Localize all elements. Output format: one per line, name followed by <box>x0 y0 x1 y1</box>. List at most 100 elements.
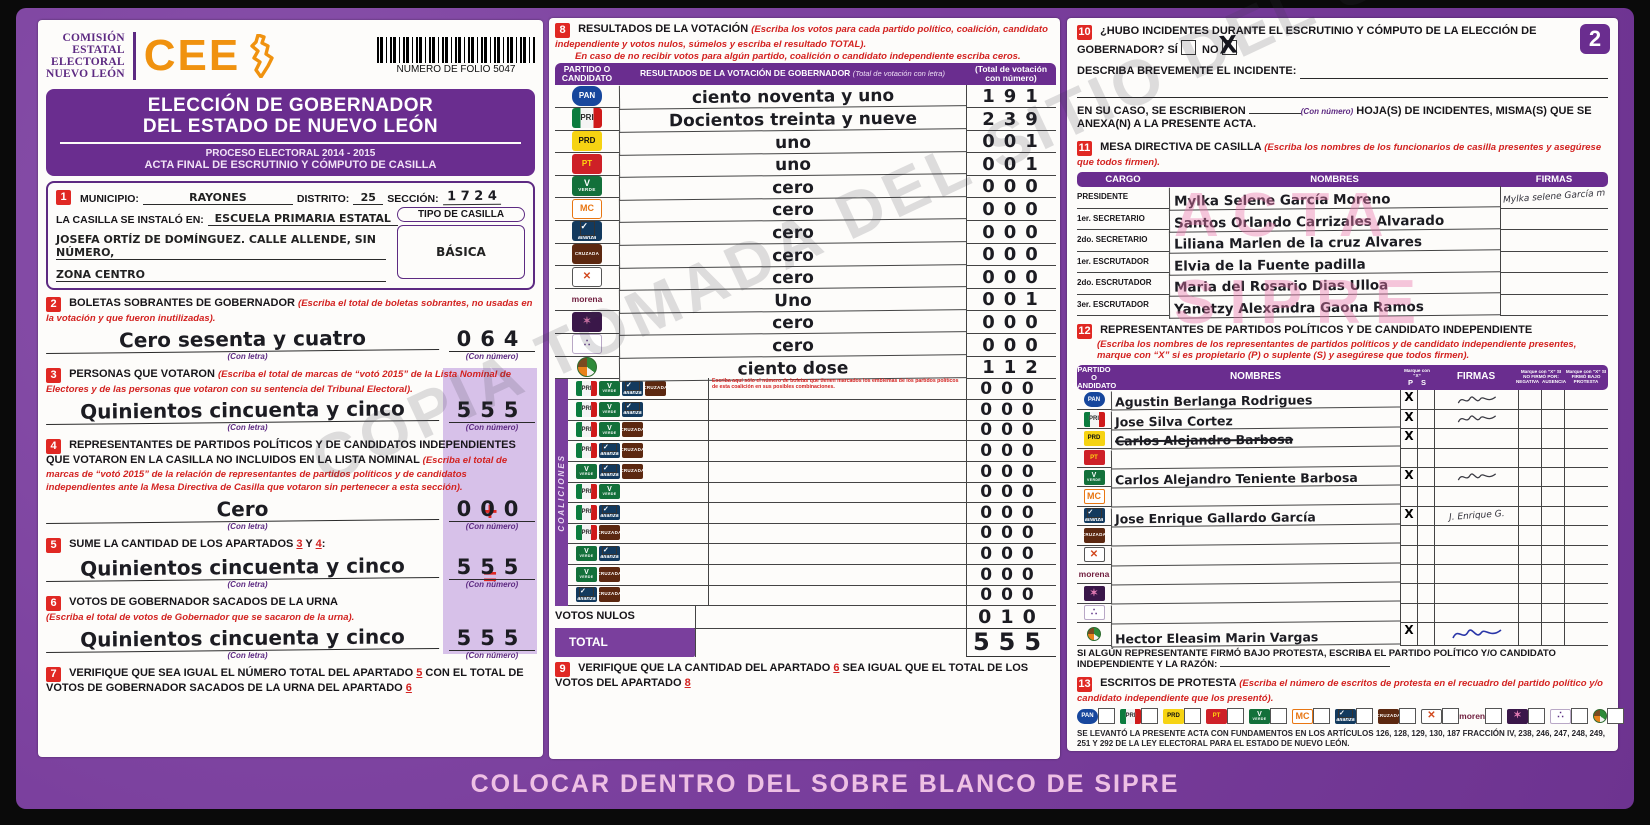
rep-ausencia-cell[interactable] <box>1541 603 1564 624</box>
rep-propietario-checkbox[interactable]: X <box>1400 623 1417 647</box>
rep-protesta-cell[interactable] <box>1564 603 1608 624</box>
protesta-count-box[interactable] <box>1270 708 1287 725</box>
rep-ausencia-cell[interactable] <box>1541 448 1564 468</box>
protesta-count-box[interactable] <box>1442 708 1459 725</box>
coalicion-letra-field[interactable] <box>708 439 966 462</box>
rep-suplente-checkbox[interactable] <box>1417 623 1434 647</box>
rep-negativa-cell[interactable] <box>1518 603 1541 624</box>
votes-numero-field[interactable]: 000 <box>966 266 1056 289</box>
rep-propietario-checkbox[interactable] <box>1400 545 1417 565</box>
rep-protesta-cell[interactable] <box>1564 545 1608 565</box>
rep-suplente-checkbox[interactable] <box>1417 409 1434 430</box>
rep-suplente-checkbox[interactable] <box>1417 468 1434 488</box>
section5-letra-field[interactable]: Quinientos cincuenta y cinco <box>45 552 440 582</box>
coalicion-numero-field[interactable]: 000 <box>966 481 1056 504</box>
rep-protesta-cell[interactable] <box>1564 623 1608 647</box>
protesta-count-box[interactable] <box>1098 708 1115 725</box>
rep-negativa-cell[interactable] <box>1518 526 1541 546</box>
votes-numero-field[interactable]: 000 <box>966 334 1056 357</box>
direccion-line3[interactable]: ZONA CENTRO <box>56 268 386 282</box>
funcionario-firma-field[interactable] <box>1500 250 1608 274</box>
rep-suplente-checkbox[interactable] <box>1417 487 1434 507</box>
municipio-field[interactable]: RAYONES <box>142 191 293 205</box>
votes-numero-field[interactable]: 000 <box>966 243 1056 267</box>
rep-propietario-checkbox[interactable]: X <box>1400 409 1417 430</box>
no-checkbox[interactable]: X <box>1218 30 1238 59</box>
distrito-field[interactable]: 25 <box>353 191 384 205</box>
protesta-count-box[interactable] <box>1141 708 1158 725</box>
coalicion-letra-field[interactable] <box>708 460 966 483</box>
rep-nombre-field[interactable] <box>1110 582 1401 606</box>
direccion-line2[interactable]: JOSEFA ORTÍZ DE DOMÍNGUEZ. CALLE ALLENDE… <box>56 233 386 260</box>
rep-nombre-field[interactable] <box>1110 485 1401 509</box>
section4-letra-field[interactable]: Cero <box>45 494 440 524</box>
coalicion-letra-field[interactable] <box>708 419 966 442</box>
rep-protesta-cell[interactable] <box>1564 584 1608 604</box>
protesta-count-box[interactable] <box>1356 708 1373 725</box>
rep-firma-field[interactable] <box>1434 603 1518 624</box>
section3-numero-field[interactable]: 555 <box>449 398 535 424</box>
votes-numero-field[interactable]: 000 <box>966 198 1056 222</box>
section4-numero-field[interactable]: 000 <box>449 497 535 522</box>
rep-protesta-cell[interactable] <box>1564 429 1608 449</box>
coalicion-letra-field[interactable] <box>708 481 966 504</box>
section6-numero-field[interactable]: 555 <box>449 626 535 651</box>
rep-ausencia-cell[interactable] <box>1541 545 1564 565</box>
rep-negativa-cell[interactable] <box>1518 390 1541 410</box>
rep-ausencia-cell[interactable] <box>1541 584 1564 604</box>
rep-suplente-checkbox[interactable] <box>1417 506 1434 527</box>
rep-ausencia-cell[interactable] <box>1541 623 1564 647</box>
rep-propietario-checkbox[interactable]: X <box>1400 429 1417 449</box>
coalicion-letra-field[interactable] <box>708 584 966 607</box>
rep-suplente-checkbox[interactable] <box>1417 545 1434 565</box>
coalicion-letra-field[interactable]: Escriba aquí sólo el número de boletas q… <box>708 378 966 401</box>
rep-propietario-checkbox[interactable] <box>1400 487 1417 507</box>
rep-propietario-checkbox[interactable] <box>1400 603 1417 624</box>
protesta-count-box[interactable] <box>1399 708 1416 725</box>
votes-numero-field[interactable]: 001 <box>966 153 1056 176</box>
rep-propietario-checkbox[interactable]: X <box>1400 390 1417 410</box>
rep-protesta-cell[interactable] <box>1564 526 1608 546</box>
rep-protesta-cell[interactable] <box>1564 409 1608 430</box>
rep-suplente-checkbox[interactable] <box>1417 603 1434 624</box>
protesta-count-box[interactable] <box>1485 708 1502 725</box>
funcionario-firma-field[interactable] <box>1500 229 1608 252</box>
rep-nombre-field[interactable] <box>1110 524 1401 548</box>
coalicion-letra-field[interactable] <box>708 398 966 421</box>
rep-firma-field[interactable] <box>1434 409 1518 430</box>
rep-firma-field[interactable] <box>1434 468 1518 488</box>
rep-ausencia-cell[interactable] <box>1541 564 1564 585</box>
funcionario-firma-field[interactable]: Mylka selene García m <box>1500 186 1608 209</box>
coalicion-numero-field[interactable]: 000 <box>966 439 1056 462</box>
rep-protesta-cell[interactable] <box>1564 487 1608 507</box>
coalicion-numero-field[interactable]: 000 <box>966 563 1056 586</box>
rep-ausencia-cell[interactable] <box>1541 409 1564 430</box>
rep-firma-field[interactable] <box>1434 564 1518 585</box>
rep-suplente-checkbox[interactable] <box>1417 448 1434 468</box>
rep-firma-field[interactable] <box>1434 623 1518 647</box>
rep-firma-field[interactable] <box>1434 429 1518 449</box>
votes-numero-field[interactable]: 112 <box>966 356 1056 380</box>
rep-negativa-cell[interactable] <box>1518 584 1541 604</box>
rep-negativa-cell[interactable] <box>1518 623 1541 647</box>
rep-protesta-cell[interactable] <box>1564 390 1608 410</box>
funcionario-firma-field[interactable] <box>1500 272 1608 295</box>
protesta-count-box[interactable] <box>1227 708 1244 725</box>
rep-ausencia-cell[interactable] <box>1541 429 1564 449</box>
coalicion-letra-field[interactable] <box>708 522 966 545</box>
protesta-count-box[interactable] <box>1184 708 1201 725</box>
rep-ausencia-cell[interactable] <box>1541 468 1564 488</box>
rep-firma-field[interactable] <box>1434 526 1518 546</box>
rep-suplente-checkbox[interactable] <box>1417 564 1434 585</box>
rep-negativa-cell[interactable] <box>1518 564 1541 585</box>
section5-numero-field[interactable]: 555 <box>449 555 535 580</box>
protesta-count-box[interactable] <box>1528 708 1545 725</box>
rep-propietario-checkbox[interactable]: X <box>1400 506 1417 527</box>
tipo-casilla-value[interactable]: BÁSICA <box>397 224 525 279</box>
coalicion-numero-field[interactable]: 000 <box>966 419 1056 442</box>
rep-negativa-cell[interactable] <box>1518 468 1541 488</box>
rep-suplente-checkbox[interactable] <box>1417 584 1434 604</box>
rep-suplente-checkbox[interactable] <box>1417 390 1434 410</box>
rep-firma-field[interactable] <box>1434 584 1518 604</box>
rep-negativa-cell[interactable] <box>1518 506 1541 527</box>
